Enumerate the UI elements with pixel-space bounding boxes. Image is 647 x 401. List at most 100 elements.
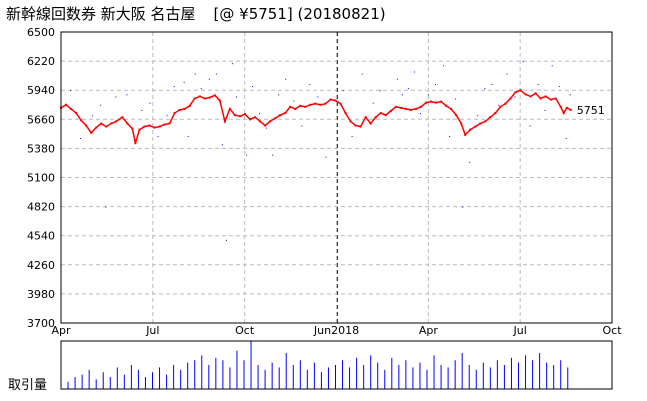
price-point <box>110 122 113 125</box>
price-point <box>435 101 438 104</box>
price-point <box>70 107 73 110</box>
scatter-point <box>558 86 560 88</box>
price-point <box>369 122 372 125</box>
price-point <box>334 99 337 102</box>
y-tick-label: 4540 <box>27 230 55 243</box>
scatter-point <box>413 71 415 73</box>
x-tick-label: Oct <box>602 324 622 337</box>
scatter-point <box>115 96 117 98</box>
scatter-point <box>443 65 445 67</box>
price-point <box>389 109 392 112</box>
price-point <box>489 116 492 119</box>
price-point <box>514 91 517 94</box>
y-tick-label: 3980 <box>27 288 55 301</box>
scatter-point <box>569 94 571 96</box>
price-point <box>178 108 181 111</box>
scatter-point <box>80 138 82 140</box>
scatter-point <box>435 83 437 85</box>
price-point <box>208 96 211 99</box>
scatter-point <box>92 115 94 117</box>
scatter-point <box>325 156 327 158</box>
price-point <box>80 119 83 122</box>
volume-axis-label: 取引量 <box>8 378 48 393</box>
price-point <box>424 101 427 104</box>
price-point <box>65 103 68 106</box>
price-point <box>244 113 247 116</box>
price-point <box>138 128 141 131</box>
price-point <box>121 116 124 119</box>
scatter-point <box>544 109 546 111</box>
price-point <box>90 131 93 134</box>
scatter-point <box>469 161 471 163</box>
price-point <box>213 94 216 97</box>
price-point <box>126 122 129 125</box>
last-value-label: 5751 <box>577 104 605 117</box>
scatter-point <box>449 135 451 137</box>
grid <box>61 32 612 323</box>
price-point <box>218 99 221 102</box>
price-point <box>105 125 108 128</box>
price-point <box>354 124 357 127</box>
price-point <box>264 124 267 127</box>
price-point <box>309 103 312 106</box>
scatter-point <box>551 65 553 67</box>
price-point <box>460 122 463 125</box>
price-point <box>569 108 572 111</box>
price-point <box>279 114 282 117</box>
scatter-point <box>396 78 398 80</box>
y-axis-ticks: 6500 6220 5940 5660 5380 5100 4820 4540 4260 3980… <box>27 26 55 330</box>
scatter-point <box>565 138 567 140</box>
scatter-point <box>235 96 237 98</box>
scatter-point <box>455 98 457 100</box>
price-point <box>188 104 191 107</box>
title-main: 新幹線回数券 新大阪 名古屋 <box>6 5 196 23</box>
scatter-point <box>419 113 421 115</box>
price-point <box>238 115 241 118</box>
price-point <box>254 116 257 119</box>
scatter-point <box>361 73 363 75</box>
scatter-point <box>126 94 128 96</box>
price-point <box>168 122 171 125</box>
scatter-point <box>491 83 493 85</box>
x-tick-label: Apr <box>51 324 71 337</box>
x-tick-label: Apr <box>419 324 439 337</box>
scatter-series <box>70 61 571 241</box>
price-point <box>75 112 78 115</box>
y-tick-label: 5660 <box>27 113 55 126</box>
scatter-point <box>252 86 254 88</box>
x-tick-label: Oct <box>235 324 255 337</box>
scatter-point <box>173 86 175 88</box>
y-tick-label: 3700 <box>27 317 55 330</box>
price-point <box>549 98 552 101</box>
price-point <box>474 125 477 128</box>
scatter-point <box>208 78 210 80</box>
scatter-point <box>484 88 486 90</box>
price-point <box>440 100 443 103</box>
scatter-point <box>231 63 233 65</box>
price-point <box>223 120 226 123</box>
scatter-point <box>141 109 143 111</box>
volume-frame <box>60 340 613 390</box>
scatter-point <box>407 88 409 90</box>
scatter-point <box>157 135 159 137</box>
scatter-point <box>379 90 381 92</box>
price-point <box>364 116 367 119</box>
price-point <box>95 126 98 129</box>
price-point <box>324 102 327 105</box>
price-point <box>319 103 322 106</box>
price-point <box>85 124 88 127</box>
y-tick-label: 4260 <box>27 259 55 272</box>
price-point <box>414 107 417 110</box>
price-point <box>455 114 458 117</box>
price-line <box>60 89 572 144</box>
price-point <box>494 112 497 115</box>
price-point <box>134 142 137 145</box>
price-point <box>565 106 568 109</box>
plot-frame <box>60 31 613 324</box>
price-point <box>384 114 387 117</box>
price-point <box>419 105 422 108</box>
x-tick-label: Jul <box>145 324 159 337</box>
scatter-point <box>246 154 248 156</box>
scatter-point <box>529 125 531 127</box>
